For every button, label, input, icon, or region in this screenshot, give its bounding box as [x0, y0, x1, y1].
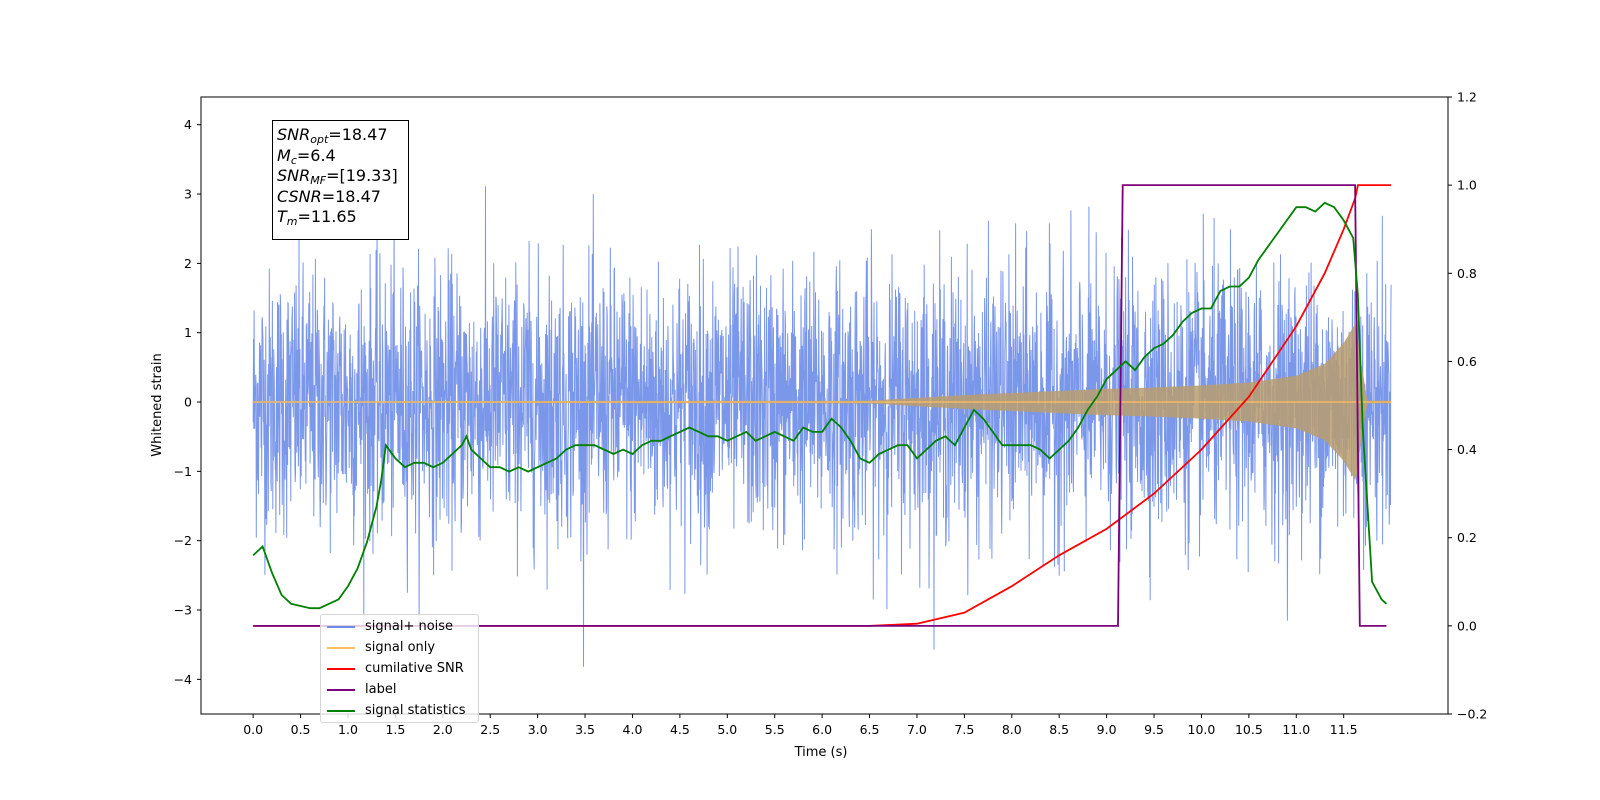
y-tick-label: −1	[174, 464, 192, 479]
legend-item-cumulative-snr: cumilative SNR	[321, 659, 478, 679]
x-tick-label: 3.0	[528, 722, 548, 737]
y2-tick-label: 0.6	[1457, 354, 1477, 369]
legend-swatch	[327, 647, 355, 649]
y-axis-label: Whitened strain	[150, 353, 165, 456]
x-tick-label: 5.0	[717, 722, 737, 737]
signal-noise-series	[252, 186, 1392, 667]
legend-swatch	[327, 626, 355, 628]
x-tick-label: 1.5	[385, 722, 405, 737]
snr-opt-annotation: SNRopt=18.47	[277, 125, 388, 146]
merger-time-annotation: Tm=11.65	[277, 207, 357, 229]
signal-noise-line	[252, 186, 1392, 667]
chirp-mass-annotation: Mc=6.4	[277, 145, 336, 167]
y2-tick-label: 0.0	[1457, 618, 1477, 633]
y2-tick-label: −0.2	[1457, 707, 1487, 722]
snr-mf-annotation: SNRMF=[19.33]	[277, 166, 398, 188]
x-tick-label: 9.5	[1144, 722, 1164, 737]
x-tick-label: 11.0	[1282, 722, 1310, 737]
legend-swatch	[327, 689, 355, 691]
legend-item-signal-statistics: signal statistics	[321, 701, 478, 721]
y2-tick-label: 1.0	[1457, 178, 1477, 193]
x-tick-label: 7.5	[954, 722, 974, 737]
legend-item-signal-only: signal only	[321, 638, 478, 658]
x-tick-label: 5.5	[765, 722, 785, 737]
y-tick-label: −3	[174, 603, 192, 618]
metrics-annotation-box: SNRopt=18.47 Mc=6.4 SNRMF=[19.33] CSNR=1…	[272, 120, 409, 240]
x-tick-label: 8.5	[1049, 722, 1069, 737]
y-axis-right: 1.2 1.0 0.8 0.6 0.4 0.2 0.0 −0.2	[1448, 90, 1487, 722]
legend-label: signal only	[365, 640, 436, 655]
legend-label: signal+ noise	[365, 619, 454, 634]
y-tick-label: 2	[184, 256, 192, 271]
right-axis-series	[252, 184, 1392, 627]
series-line-label	[253, 184, 1387, 627]
x-tick-label: 4.0	[623, 722, 643, 737]
x-tick-label: 11.5	[1330, 722, 1358, 737]
y2-tick-label: 0.8	[1457, 266, 1477, 281]
legend-label: signal statistics	[365, 703, 466, 718]
y-tick-label: 4	[184, 117, 192, 132]
x-axis-label: Time (s)	[794, 745, 848, 760]
legend-swatch	[327, 668, 355, 670]
y2-tick-label: 0.2	[1457, 530, 1477, 545]
y-axis-left: 4 3 2 1 0 −1 −2 −3 −4	[174, 117, 201, 687]
y-tick-label: 0	[184, 395, 192, 410]
x-tick-label: 0.5	[291, 722, 311, 737]
legend-item-signal-noise: signal+ noise	[321, 617, 478, 637]
y-tick-label: −4	[174, 672, 192, 687]
series-line-cumilative-snr	[253, 184, 1392, 627]
y2-tick-label: 0.4	[1457, 442, 1477, 457]
x-tick-label: 10.5	[1235, 722, 1263, 737]
x-tick-label: 2.0	[433, 722, 453, 737]
csnr-annotation: CSNR=18.47	[277, 186, 381, 206]
signal-only-series	[253, 323, 1392, 481]
x-tick-label: 0.0	[243, 722, 263, 737]
x-tick-label: 2.5	[480, 722, 500, 737]
axes-frame	[200, 96, 1449, 715]
legend: signal+ noise signal only cumilative SNR…	[320, 614, 479, 723]
x-axis: 0.0 0.5 1.0 1.5 2.0 2.5 3.0 3.5 4.0 4.5 5.0 5.5 6.0 6…	[243, 714, 1358, 737]
x-tick-label: 3.5	[575, 722, 595, 737]
legend-label: cumilative SNR	[365, 661, 464, 676]
x-tick-label: 9.0	[1097, 722, 1117, 737]
x-tick-label: 4.5	[670, 722, 690, 737]
x-tick-label: 1.0	[338, 722, 358, 737]
legend-swatch	[327, 710, 355, 712]
x-tick-label: 10.0	[1188, 722, 1216, 737]
x-tick-label: 6.0	[812, 722, 832, 737]
y-tick-label: 3	[184, 187, 192, 202]
y-tick-label: 1	[184, 325, 192, 340]
legend-item-label: label signal only	[321, 680, 478, 700]
x-tick-label: 6.5	[860, 722, 880, 737]
series-line-signal-statistics	[252, 201, 1388, 610]
plot-area	[252, 184, 1392, 667]
x-tick-label: 8.0	[1002, 722, 1022, 737]
y2-tick-label: 1.2	[1457, 90, 1477, 105]
x-tick-label: 7.0	[907, 722, 927, 737]
legend-label: label	[365, 682, 397, 697]
y-tick-label: −2	[174, 533, 192, 548]
